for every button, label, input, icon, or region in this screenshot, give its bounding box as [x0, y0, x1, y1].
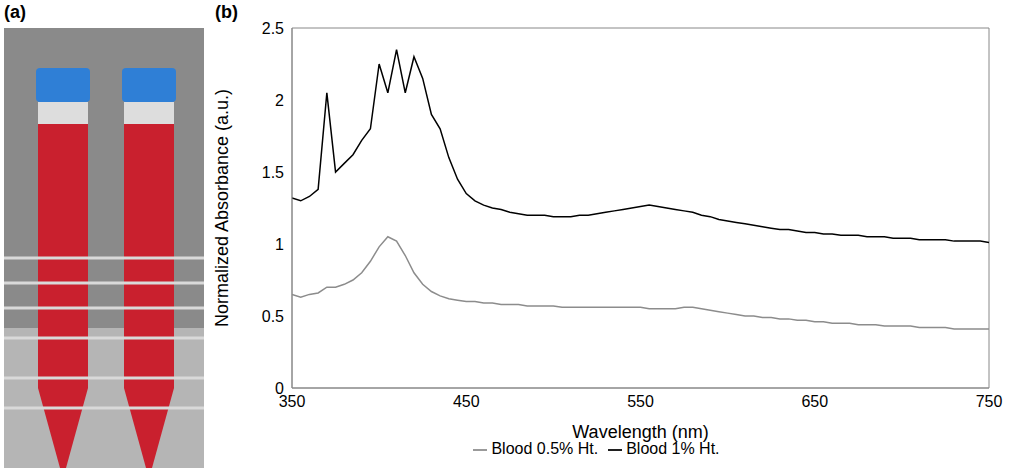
html-text:(a): (a): [4, 2, 26, 22]
svg-text:0.5: 0.5: [262, 308, 284, 325]
svg-text:2: 2: [275, 92, 284, 109]
svg-text:0: 0: [275, 380, 284, 397]
svg-text:2.5: 2.5: [262, 20, 284, 37]
svg-text:Normalized Absorbance (a.u.): Normalized Absorbance (a.u.): [212, 89, 232, 327]
svg-text:650: 650: [801, 393, 828, 410]
html-text:Blood 0.5% Ht.: Blood 0.5% Ht.: [491, 440, 599, 457]
svg-text:1: 1: [275, 236, 284, 253]
svg-text:550: 550: [627, 393, 654, 410]
svg-text:Wavelength (nm): Wavelength (nm): [572, 422, 708, 442]
svg-text:750: 750: [976, 393, 1003, 410]
svg-text:350: 350: [278, 393, 306, 411]
svg-text:450: 450: [453, 393, 480, 410]
svg-text:1.5: 1.5: [262, 164, 284, 181]
html-text:Blood 1% Ht.: Blood 1% Ht.: [626, 440, 720, 457]
html-text:(b): (b): [215, 2, 238, 22]
